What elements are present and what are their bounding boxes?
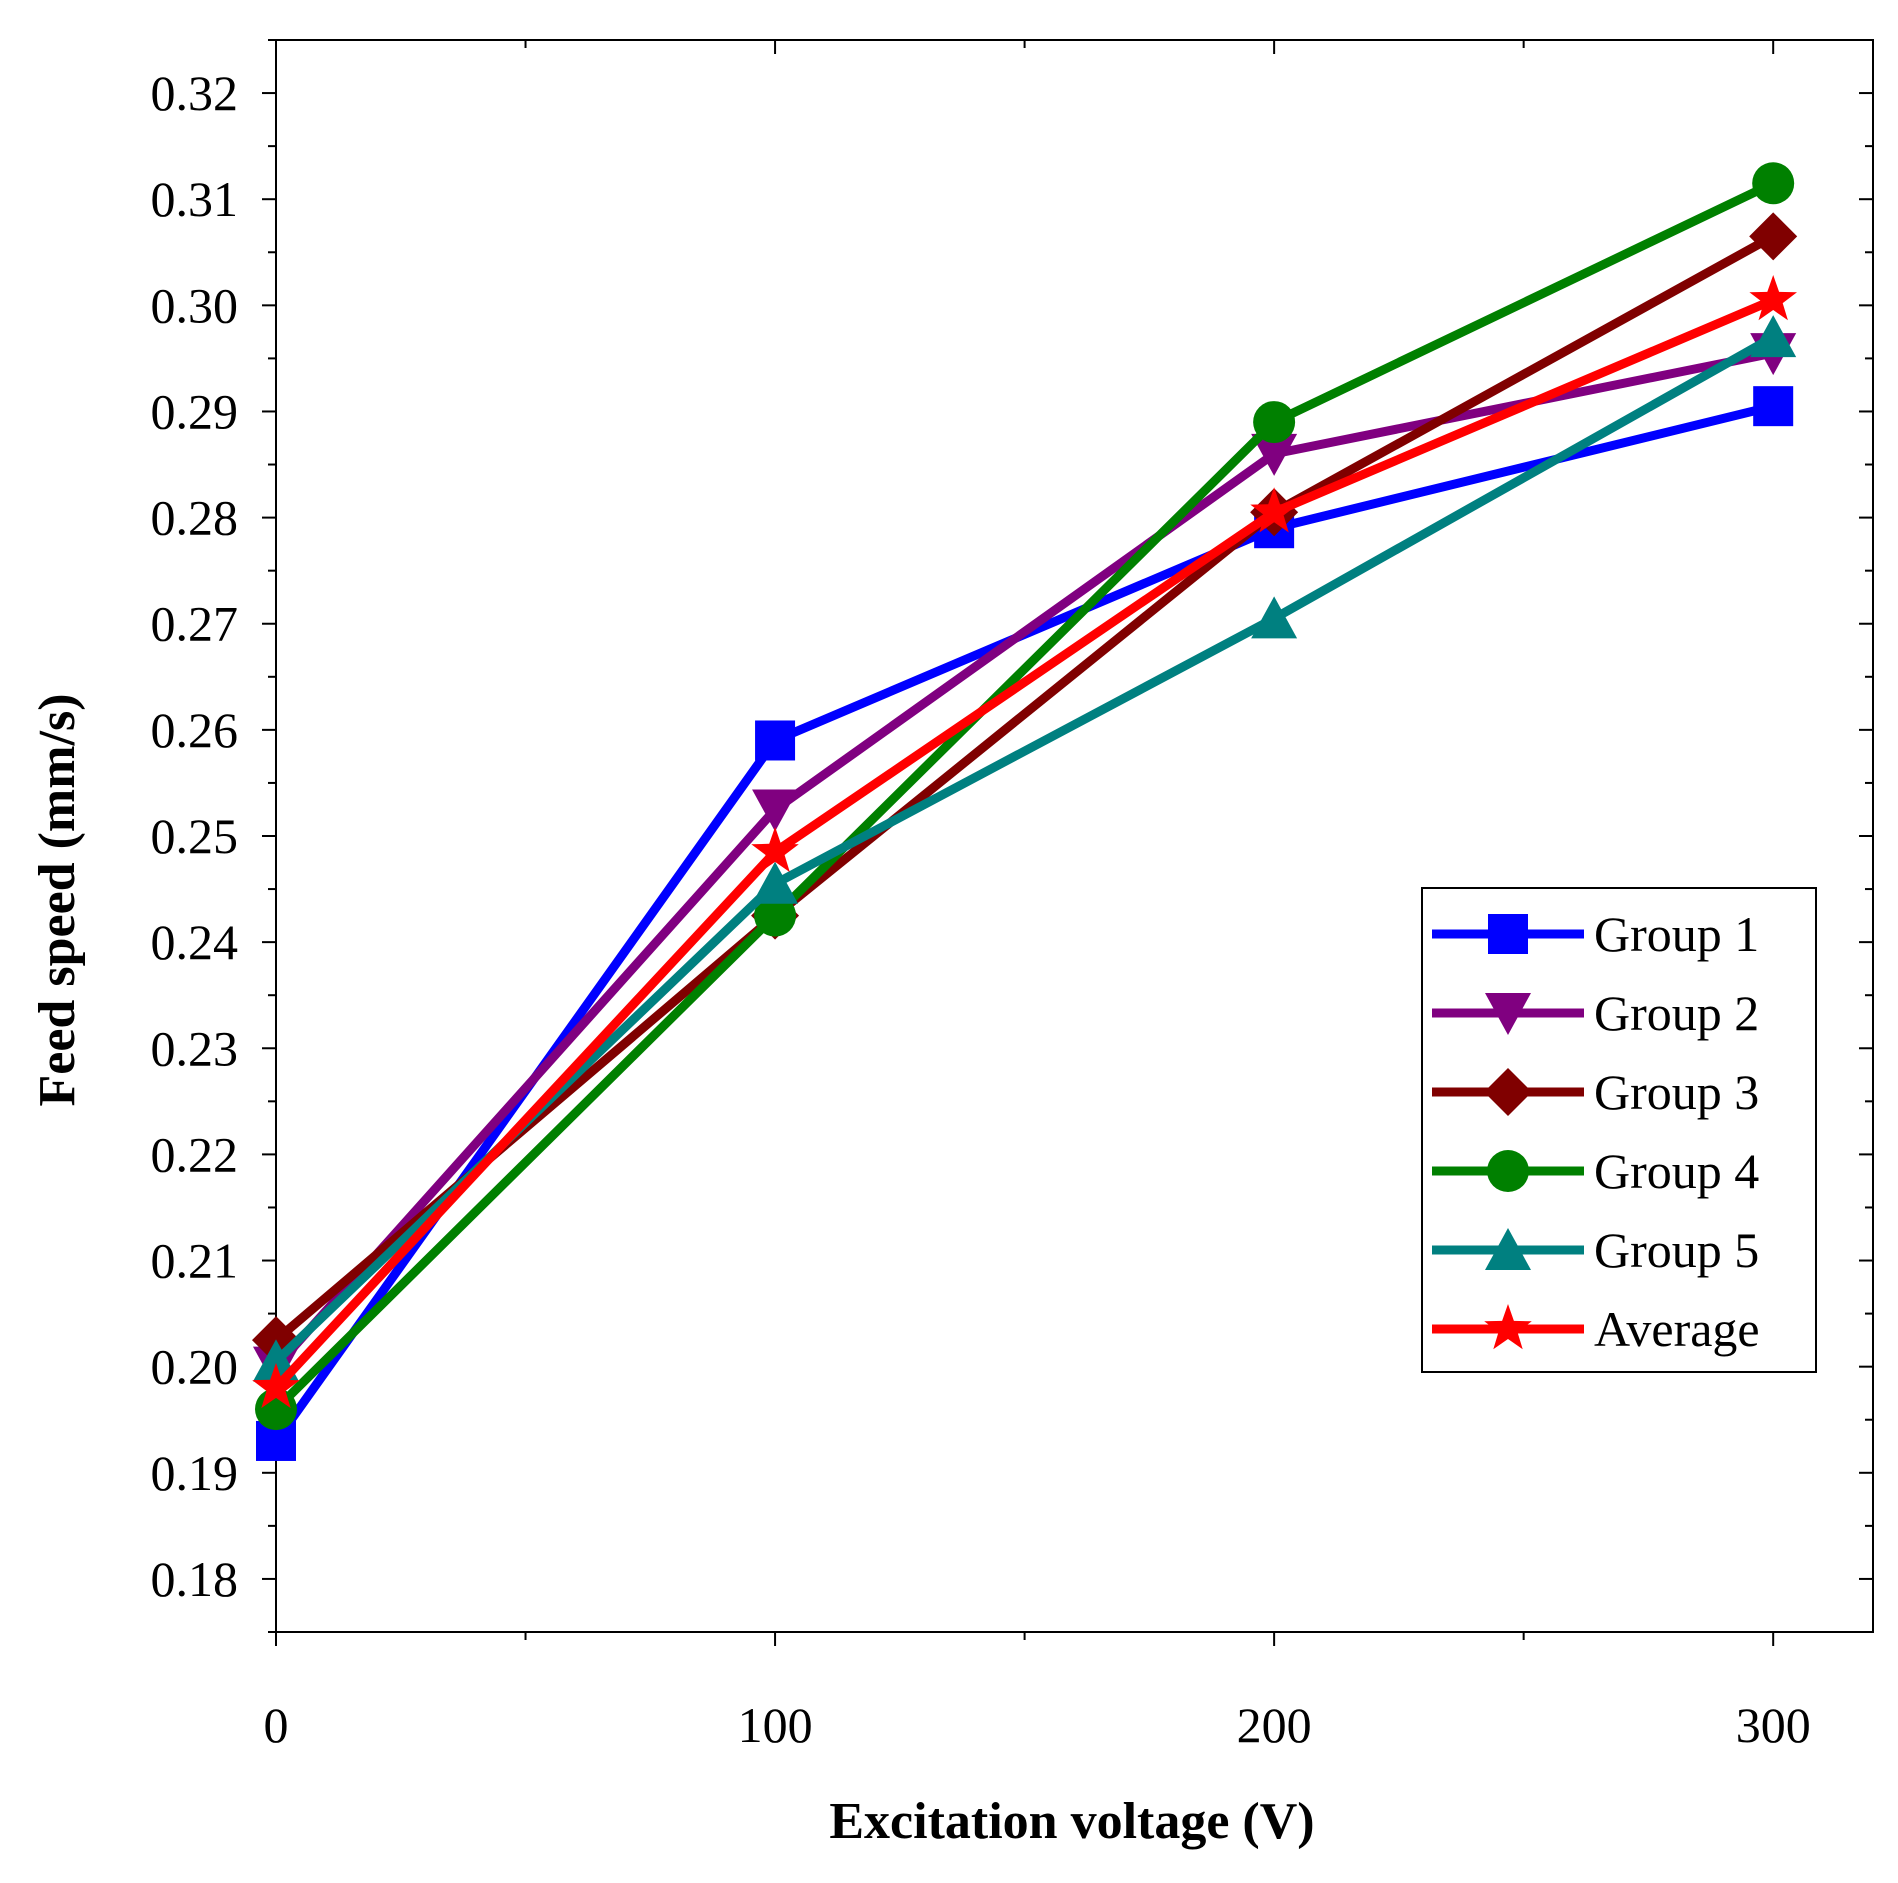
- series-line: [271, 178, 1778, 1414]
- data-point-marker: [1753, 386, 1794, 427]
- data-point-marker: [1251, 433, 1298, 476]
- y-tick-label: 0.21: [151, 1233, 239, 1289]
- legend-swatch-marker: [1484, 1304, 1532, 1350]
- legend-label: Group 3: [1594, 1064, 1759, 1120]
- x-tick-label: 0: [264, 1697, 289, 1753]
- x-axis-title: Excitation voltage (V): [829, 1793, 1314, 1850]
- legend-swatch-marker: [1485, 993, 1531, 1035]
- data-point-marker: [1251, 596, 1298, 639]
- legend-swatch-marker: [1485, 1228, 1531, 1270]
- data-point-marker: [752, 861, 799, 904]
- legend-label: Group 1: [1594, 906, 1759, 962]
- plot-frame: [275, 39, 1874, 1633]
- series-line: [271, 295, 1778, 1393]
- data-point-marker: [1749, 212, 1798, 261]
- data-point-marker: [754, 894, 797, 937]
- y-tick-label: 0.27: [151, 596, 239, 652]
- y-tick-label: 0.25: [151, 808, 239, 864]
- y-tick-label: 0.26: [151, 702, 239, 758]
- y-axis-title: Feed speed (mm/s): [29, 693, 86, 1106]
- x-tick-label: 300: [1736, 1697, 1811, 1753]
- legend-label: Average: [1594, 1301, 1760, 1357]
- y-tick-label: 0.23: [151, 1020, 239, 1076]
- legend-label: Group 5: [1594, 1222, 1759, 1278]
- legend-box: [1421, 887, 1817, 1373]
- data-point-marker: [1253, 401, 1296, 444]
- legend: Group 1 Group 2 Group 3 Group 4 Group 5 Avera…: [1421, 887, 1817, 1373]
- legend-swatch-marker: [1488, 914, 1528, 954]
- y-tick-label: 0.28: [151, 490, 239, 546]
- y-tick-label: 0.22: [151, 1126, 239, 1182]
- data-point-marker: [751, 826, 799, 873]
- data-point-marker: [1250, 487, 1298, 533]
- legend-label: Group 4: [1594, 1143, 1759, 1199]
- data-point-marker: [1749, 275, 1797, 321]
- y-tick-label: 0.30: [151, 277, 239, 333]
- legend-swatch-marker: [1484, 1068, 1532, 1116]
- axis-ticks: 0.18 0.19 0.20 0.21 0.22 0.23 0.24 0.25 0.26 0.27…: [151, 39, 1873, 1753]
- y-tick-label: 0.24: [151, 914, 239, 970]
- y-tick-label: 0.19: [151, 1445, 239, 1501]
- y-tick-label: 0.20: [151, 1339, 239, 1395]
- legend-label: Group 2: [1594, 985, 1759, 1041]
- data-point-marker: [755, 720, 796, 761]
- legend-swatch-marker: [1487, 1150, 1529, 1192]
- data-point-marker: [252, 1362, 300, 1409]
- series-average: [252, 275, 1797, 1409]
- y-tick-label: 0.18: [151, 1551, 239, 1607]
- data-point-marker: [1752, 162, 1795, 205]
- data-point-marker: [752, 789, 799, 832]
- y-tick-label: 0.32: [151, 65, 239, 121]
- y-tick-label: 0.31: [151, 171, 239, 227]
- y-tick-label: 0.29: [151, 383, 239, 439]
- x-tick-label: 100: [738, 1697, 813, 1753]
- series-group: [252, 162, 1798, 1461]
- data-point-marker: [1750, 315, 1797, 358]
- x-tick-label: 200: [1237, 1697, 1312, 1753]
